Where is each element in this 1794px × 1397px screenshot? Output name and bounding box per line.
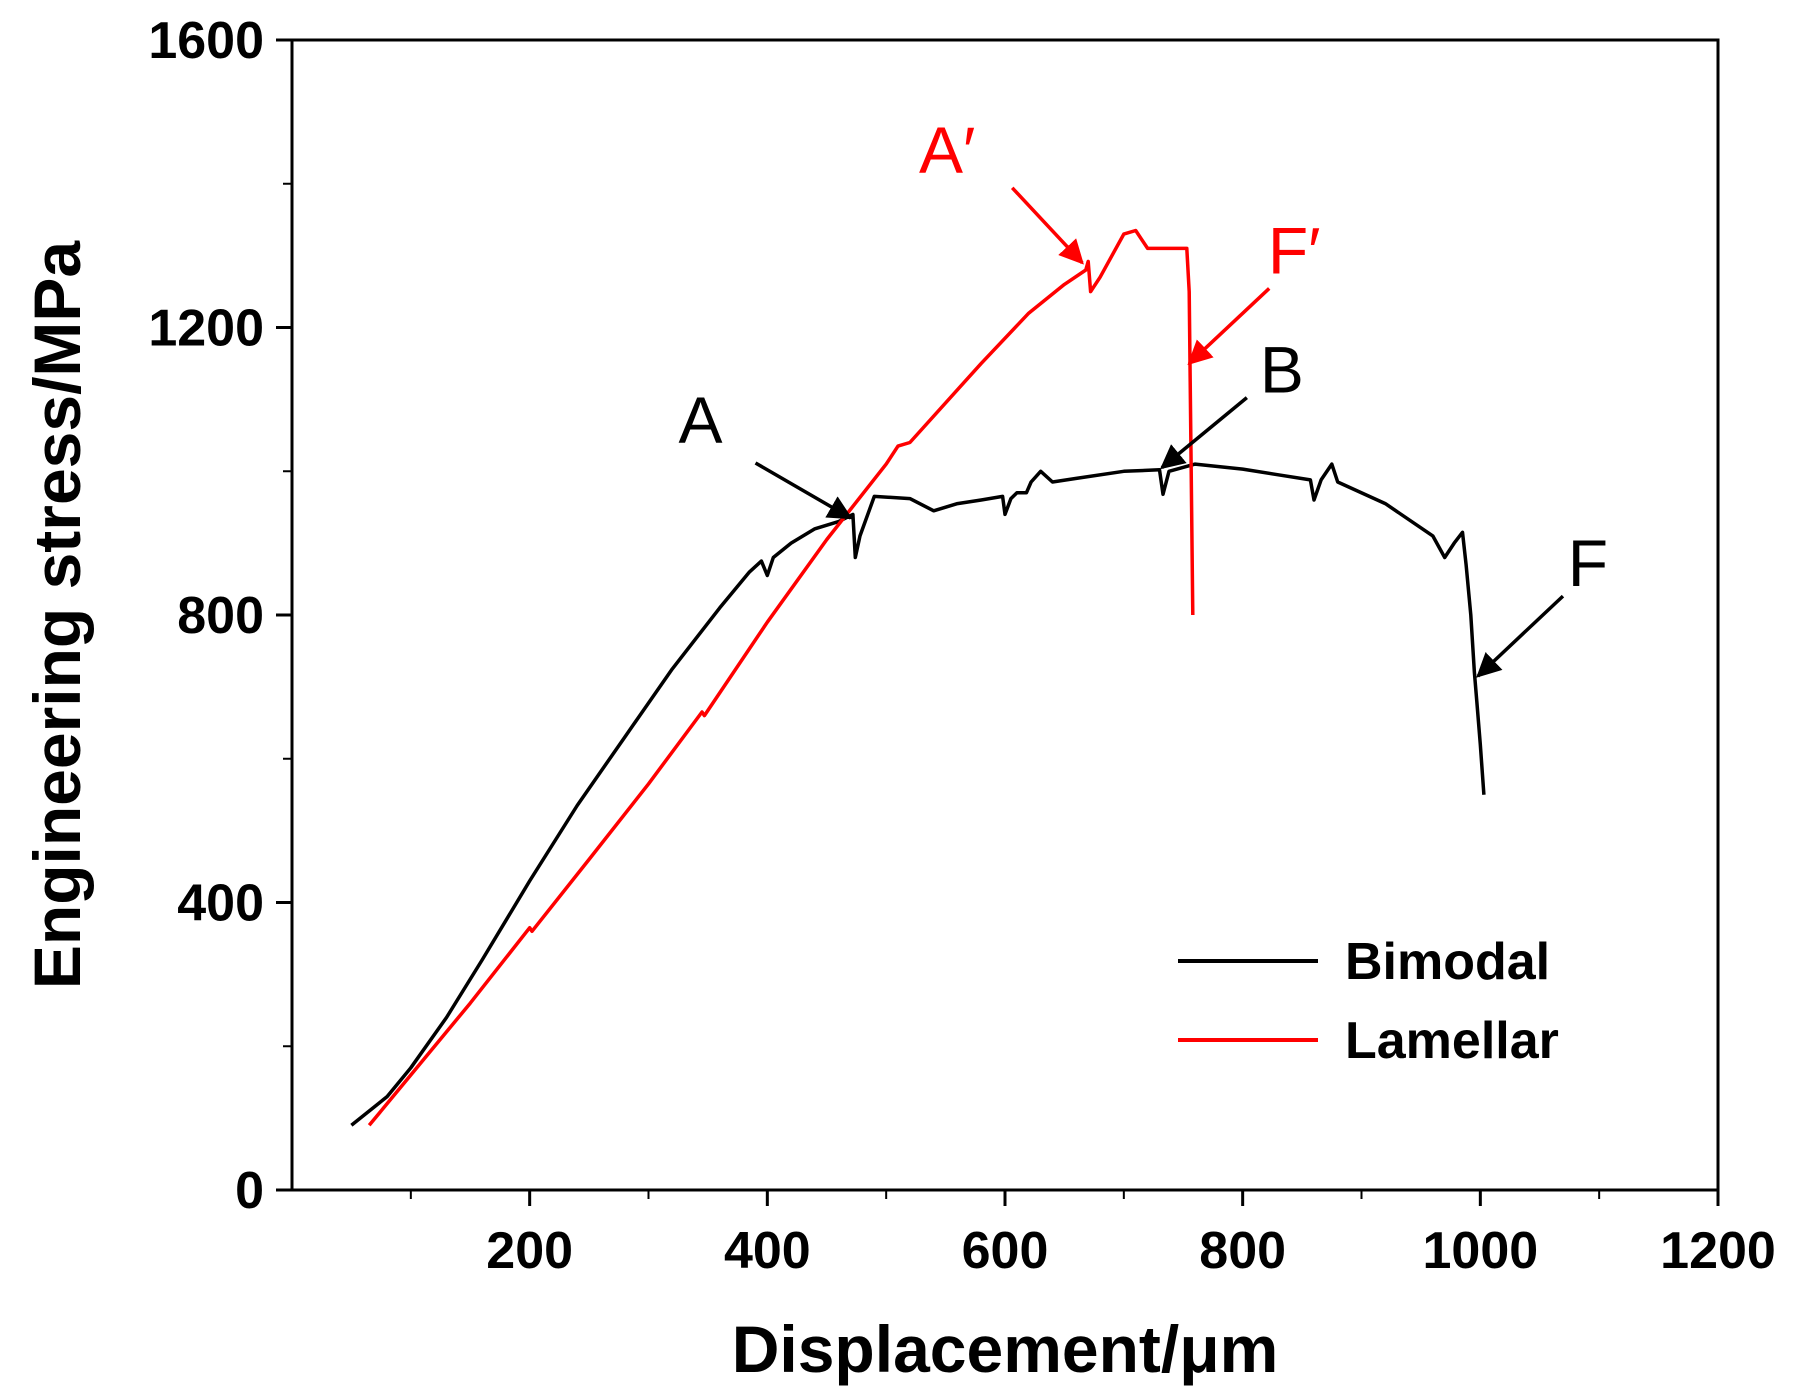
annotation-label: A xyxy=(679,383,723,457)
y-axis-title: Engineering stress/MPa xyxy=(20,240,94,990)
y-tick-label: 1200 xyxy=(148,300,264,358)
x-tick-label: 1200 xyxy=(1660,1222,1776,1280)
annotation-arrow xyxy=(1159,396,1248,470)
annotation-arrow xyxy=(1010,186,1084,265)
annotation-arrow xyxy=(754,461,853,520)
annotation-label: A′ xyxy=(919,113,975,187)
legend: Bimodal Lamellar xyxy=(1178,933,1559,1070)
series-layer xyxy=(350,228,1486,1127)
x-tick-label: 800 xyxy=(1199,1222,1286,1280)
annotation-arrow xyxy=(1476,594,1565,678)
x-axis-title: Displacement/μm xyxy=(732,1312,1279,1386)
annotation-label: B xyxy=(1260,333,1304,407)
legend-label-bimodal: Bimodal xyxy=(1345,933,1550,991)
y-tick-label: 400 xyxy=(177,875,264,933)
ticks-layer: 200 400 600 800 1000 1200 0 400 800 1200 1600 xyxy=(148,12,1776,1280)
y-tick-label: 1600 xyxy=(148,12,264,70)
x-tick-label: 200 xyxy=(486,1222,573,1280)
y-tick-label: 0 xyxy=(235,1162,264,1220)
x-tick-label: 600 xyxy=(962,1222,1049,1280)
series-line-lamellar xyxy=(367,228,1195,1127)
series-line-bimodal xyxy=(350,462,1486,1127)
annotation-layer: A B F A′ F′ xyxy=(679,113,1608,678)
x-tick-label: 400 xyxy=(724,1222,811,1280)
annotation-arrow xyxy=(1187,287,1271,366)
annotation-label: F xyxy=(1568,526,1608,600)
x-tick-label: 1000 xyxy=(1422,1222,1538,1280)
legend-label-lamellar: Lamellar xyxy=(1345,1012,1559,1070)
y-tick-label: 800 xyxy=(177,587,264,645)
annotation-label: F′ xyxy=(1268,213,1321,287)
